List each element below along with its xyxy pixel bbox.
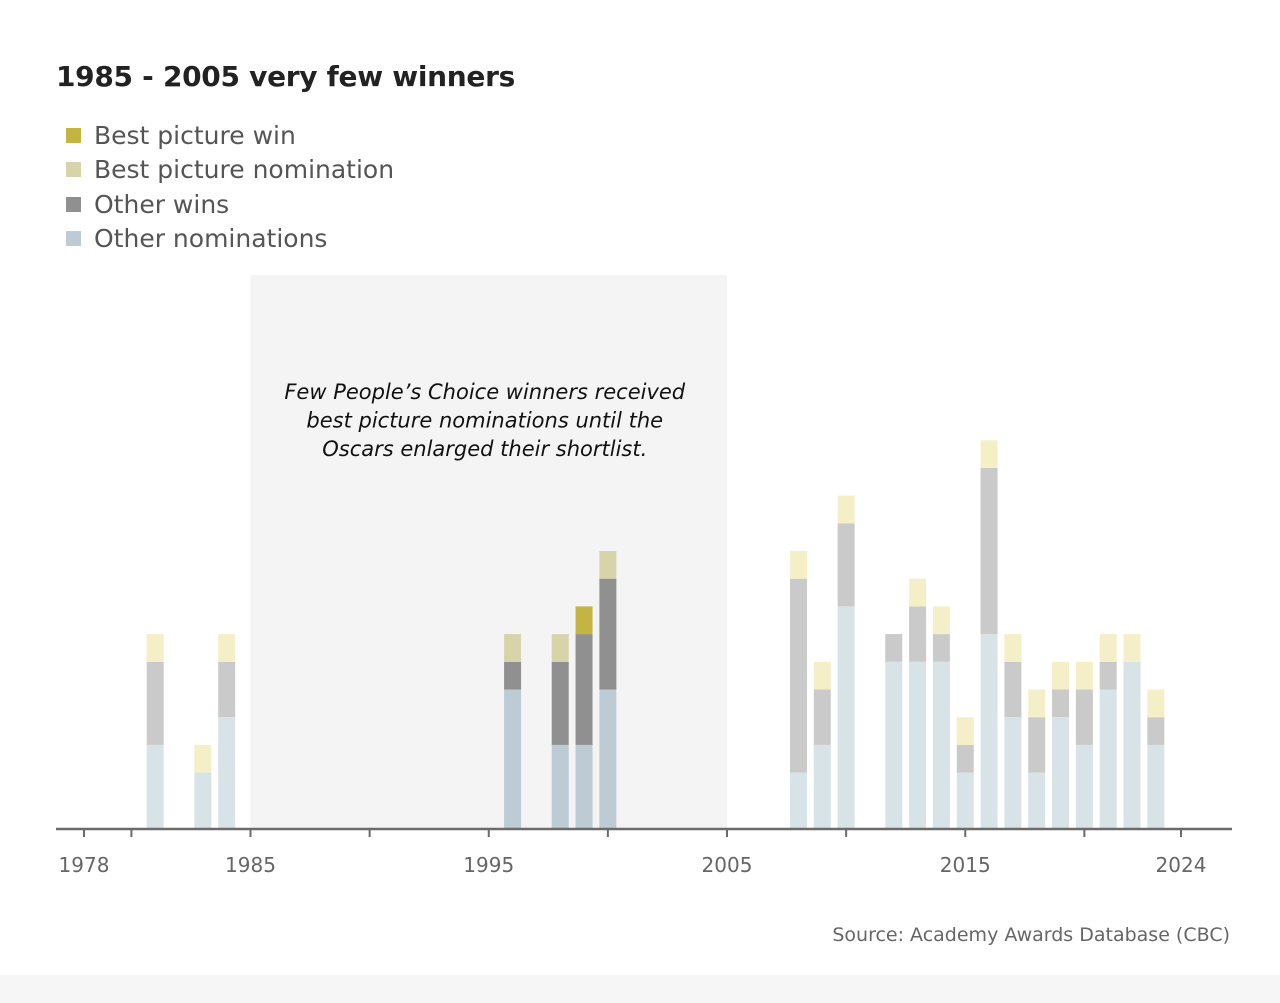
- bar-1996-other-wins: [504, 661, 522, 690]
- bar-2012-other-nominations: [885, 661, 903, 828]
- annotation-line-3: Oscars enlarged their shortlist.: [322, 437, 647, 461]
- bar-2014-best-picture-nomination: [932, 606, 950, 635]
- bar-2016-other-nominations: [980, 634, 998, 828]
- bar-1999-other-nominations: [575, 744, 593, 828]
- tick-label-2005: 2005: [702, 853, 753, 877]
- bar-2013-best-picture-nomination: [909, 578, 927, 607]
- tick-label-2015: 2015: [940, 853, 991, 877]
- bar-2017-best-picture-nomination: [1004, 634, 1022, 662]
- bar-2008-best-picture-nomination: [789, 551, 807, 579]
- bar-2021-best-picture-nomination: [1099, 634, 1117, 662]
- bar-2022-other-nominations: [1123, 661, 1141, 828]
- bar-2013-other-wins: [909, 606, 927, 662]
- bar-2019-best-picture-nomination: [1052, 661, 1070, 690]
- legend: Best picture win Best picture nomination…: [66, 118, 394, 256]
- bar-2016-best-picture-nomination: [980, 440, 998, 468]
- bar-1981-best-picture-nomination: [146, 634, 164, 662]
- legend-label-other-wins: Other wins: [94, 189, 230, 219]
- bar-1984-best-picture-nomination: [218, 634, 236, 662]
- bar-2000-other-wins: [599, 578, 617, 690]
- bar-2010-other-wins: [837, 523, 855, 607]
- bar-2008-other-wins: [789, 578, 807, 773]
- tick-label-1995: 1995: [463, 853, 514, 877]
- legend-swatch-other-wins: [66, 196, 81, 212]
- bar-1981-other-wins: [146, 661, 164, 745]
- annotation-line-1: Few People’s Choice winners received: [284, 380, 685, 404]
- legend-item-best-picture-nomination: Best picture nomination: [66, 153, 394, 188]
- bar-2008-other-nominations: [789, 772, 807, 828]
- bar-1998-other-nominations: [551, 744, 569, 828]
- source-note: Source: Academy Awards Database (CBC): [832, 924, 1230, 946]
- bar-2000-best-picture-nomination: [599, 551, 617, 579]
- legend-swatch-best-picture-win: [66, 127, 81, 143]
- bar-2009-best-picture-nomination: [813, 661, 831, 690]
- bar-2018-other-nominations: [1028, 772, 1046, 828]
- bar-2018-best-picture-nomination: [1028, 689, 1046, 718]
- bar-1998-other-wins: [551, 661, 569, 745]
- bar-1984-other-wins: [218, 661, 236, 718]
- bar-1999-best-picture-win: [575, 606, 593, 635]
- bar-1996-best-picture-nomination: [504, 634, 522, 662]
- bar-1996-other-nominations: [504, 689, 522, 828]
- bar-2010-best-picture-nomination: [837, 495, 855, 524]
- bar-2021-other-wins: [1099, 661, 1117, 690]
- annotation-text: Few People’s Choice winners received best…: [284, 380, 685, 461]
- annotation-line-2: best picture nominations until the: [306, 409, 663, 433]
- legend-swatch-best-picture-nomination: [66, 162, 81, 178]
- bar-2018-other-wins: [1028, 717, 1046, 773]
- bar-2020-best-picture-nomination: [1075, 661, 1093, 690]
- legend-label-other-nominations: Other nominations: [94, 224, 328, 254]
- bar-2015-other-nominations: [956, 772, 974, 828]
- tick-label-2024: 2024: [1156, 853, 1207, 877]
- bar-2009-other-wins: [813, 689, 831, 745]
- legend-item-other-wins: Other wins: [66, 187, 394, 222]
- bar-2023-best-picture-nomination: [1147, 689, 1165, 718]
- bar-2013-other-nominations: [909, 661, 927, 828]
- legend-item-best-picture-win: Best picture win: [66, 118, 394, 153]
- legend-item-other-nominations: Other nominations: [66, 222, 394, 257]
- bar-2019-other-nominations: [1052, 717, 1070, 828]
- tick-label-1978: 1978: [59, 853, 110, 877]
- bar-1998-best-picture-nomination: [551, 634, 569, 662]
- bar-1983-best-picture-nomination: [194, 744, 212, 773]
- tick-label-1985: 1985: [225, 853, 276, 877]
- bar-2021-other-nominations: [1099, 689, 1117, 828]
- bar-1984-other-nominations: [218, 717, 236, 828]
- bar-2015-best-picture-nomination: [956, 717, 974, 745]
- bar-2017-other-nominations: [1004, 717, 1022, 828]
- bar-1999-other-wins: [575, 634, 593, 745]
- chart-title: 1985 - 2005 very few winners: [56, 60, 515, 93]
- bar-2009-other-nominations: [813, 744, 831, 828]
- legend-label-best-picture-win: Best picture win: [94, 120, 296, 150]
- bar-2014-other-nominations: [932, 661, 950, 828]
- legend-swatch-other-nominations: [66, 231, 81, 247]
- bar-2020-other-nominations: [1075, 744, 1093, 828]
- bar-1983-other-nominations: [194, 772, 212, 828]
- bar-1981-other-nominations: [146, 744, 164, 828]
- bar-2020-other-wins: [1075, 689, 1093, 745]
- bar-2014-other-wins: [932, 634, 950, 662]
- bar-2016-other-wins: [980, 467, 998, 635]
- bar-2010-other-nominations: [837, 606, 855, 828]
- bar-2023-other-nominations: [1147, 744, 1165, 828]
- bar-2023-other-wins: [1147, 717, 1165, 745]
- legend-label-best-picture-nomination: Best picture nomination: [94, 155, 395, 185]
- bar-2019-other-wins: [1052, 689, 1070, 718]
- highlight-band: [250, 275, 727, 828]
- footer-bar: [0, 975, 1280, 1003]
- bar-2022-best-picture-nomination: [1123, 634, 1141, 662]
- bar-2012-other-wins: [885, 634, 903, 662]
- bar-2017-other-wins: [1004, 661, 1022, 718]
- bar-2000-other-nominations: [599, 689, 617, 828]
- bar-2015-other-wins: [956, 744, 974, 773]
